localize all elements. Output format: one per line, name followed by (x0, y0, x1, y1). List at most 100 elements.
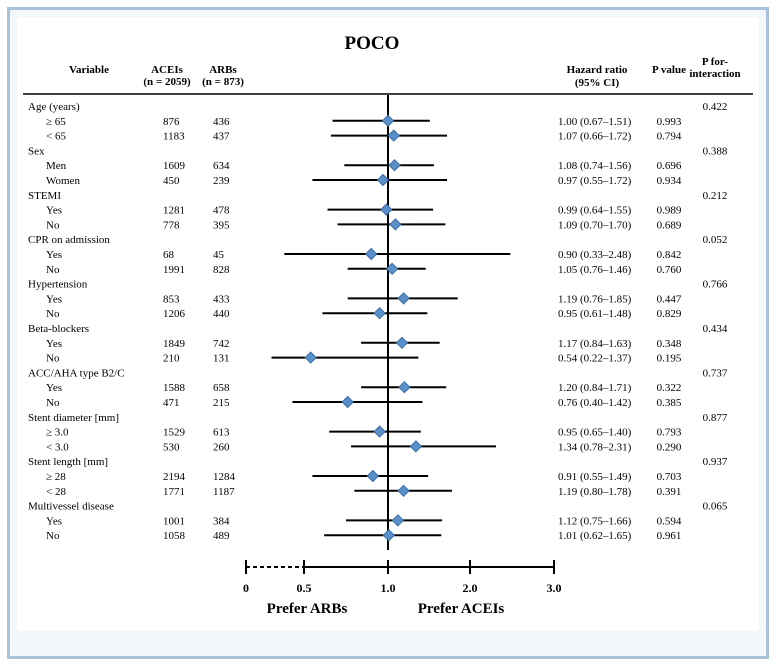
arbs-count: 131 (213, 353, 230, 365)
subgroup-label: < 28 (46, 486, 66, 498)
header-arbs-n: (n = 873) (202, 76, 244, 88)
hazard-ratio-text: 0.54 (0.22–1.37) (558, 353, 632, 365)
arbs-count: 1284 (213, 471, 236, 483)
hazard-ratio-text: 1.20 (0.84–1.71) (558, 382, 632, 394)
p-interaction-value: 0.065 (703, 501, 728, 513)
group-label: STEMI (28, 190, 61, 202)
aceis-count: 1058 (163, 530, 186, 542)
p-interaction-value: 0.052 (703, 234, 728, 246)
arbs-count: 742 (213, 338, 230, 350)
hazard-ratio-marker (373, 425, 386, 438)
arbs-count: 478 (213, 205, 230, 217)
aceis-count: 530 (163, 441, 180, 453)
group-label: Hypertension (28, 279, 88, 291)
hazard-ratio-text: 1.19 (0.76–1.85) (558, 293, 632, 305)
arbs-count: 384 (213, 515, 230, 527)
p-value: 0.447 (657, 293, 682, 305)
hazard-ratio-marker (373, 306, 386, 320)
arbs-count: 45 (213, 249, 225, 261)
hazard-ratio-text: 1.09 (0.70–1.70) (558, 219, 632, 231)
hazard-ratio-text: 1.12 (0.75–1.66) (558, 515, 632, 527)
hazard-ratio-marker (376, 173, 390, 187)
forest-plot-panel: POCO Variable ACEIs (n = 2059) ARBs (n =… (17, 17, 759, 631)
hazard-ratio-text: 1.17 (0.84–1.63) (558, 338, 632, 350)
hazard-ratio-marker (341, 395, 354, 409)
header-p-value: P value (652, 64, 686, 76)
subgroup-label: No (46, 397, 60, 409)
arbs-count: 1187 (213, 486, 235, 498)
p-value: 0.934 (657, 175, 682, 187)
arbs-count: 395 (213, 219, 230, 231)
hazard-ratio-marker (389, 218, 402, 231)
p-value: 0.842 (657, 249, 682, 261)
arbs-count: 239 (213, 175, 230, 187)
hazard-ratio-marker (304, 351, 317, 364)
hazard-ratio-marker (381, 114, 395, 128)
aceis-count: 1771 (163, 486, 185, 498)
hazard-ratio-marker (388, 158, 401, 172)
aceis-count: 2194 (163, 471, 186, 483)
subgroup-label: ≥ 65 (46, 116, 66, 128)
hazard-ratio-text: 0.76 (0.40–1.42) (558, 397, 632, 409)
subgroup-label: No (46, 219, 60, 231)
header-variable: Variable (69, 64, 109, 76)
aceis-count: 1609 (163, 160, 186, 172)
arbs-count: 828 (213, 264, 230, 276)
header-aceis: ACEIs (151, 64, 184, 76)
hazard-ratio-marker (366, 469, 380, 483)
hazard-ratio-text: 1.08 (0.74–1.56) (558, 160, 632, 172)
header-p-interaction: P for- (702, 56, 728, 68)
subgroup-label: No (46, 530, 60, 542)
hazard-ratio-text: 1.07 (0.66–1.72) (558, 131, 632, 143)
p-interaction-value: 0.422 (703, 101, 728, 113)
hazard-ratio-text: 0.90 (0.33–2.48) (558, 249, 632, 261)
p-value: 0.195 (657, 353, 682, 365)
p-interaction-value: 0.737 (703, 367, 728, 379)
p-value: 0.703 (657, 471, 682, 483)
hazard-ratio-text: 0.91 (0.55–1.49) (558, 471, 632, 483)
aceis-count: 1529 (163, 427, 186, 439)
p-value: 0.290 (657, 441, 682, 453)
group-label: Age (years) (28, 101, 80, 113)
axis-tick-label: 0.5 (297, 581, 312, 595)
hazard-ratio-marker (364, 247, 378, 261)
subgroup-label: No (46, 264, 60, 276)
aceis-count: 1281 (163, 205, 185, 217)
header-hr: Hazard ratio (567, 64, 628, 76)
arbs-count: 215 (213, 397, 230, 409)
p-interaction-value: 0.937 (703, 456, 728, 468)
p-value: 0.760 (657, 264, 682, 276)
axis-tick-label: 0 (243, 581, 249, 595)
p-value: 0.594 (657, 515, 682, 527)
p-value: 0.348 (657, 338, 682, 350)
aceis-count: 1001 (163, 515, 185, 527)
hazard-ratio-marker (409, 440, 423, 453)
subgroup-label: Men (46, 160, 67, 172)
arbs-count: 260 (213, 441, 230, 453)
group-label: ACC/AHA type B2/C (28, 367, 125, 379)
hazard-ratio-marker (395, 336, 409, 350)
arbs-count: 436 (213, 116, 230, 128)
prefer-aceis-label: Prefer ACEIs (418, 601, 505, 617)
hazard-ratio-marker (391, 514, 405, 527)
arbs-count: 634 (213, 160, 230, 172)
subgroup-label: Yes (46, 249, 62, 261)
subgroup-label: < 65 (46, 131, 66, 143)
p-interaction-value: 0.212 (703, 190, 728, 202)
hazard-ratio-text: 0.99 (0.64–1.55) (558, 205, 632, 217)
p-value: 0.989 (657, 205, 682, 217)
aceis-count: 1588 (163, 382, 186, 394)
hazard-ratio-text: 1.34 (0.78–2.31) (558, 441, 632, 453)
aceis-count: 68 (163, 249, 175, 261)
p-value: 0.993 (657, 116, 682, 128)
subgroup-label: Yes (46, 205, 62, 217)
forest-rows: Age (years) 0.422 ≥ 65 876 436 1.00 (0.67–1.5… (28, 95, 728, 550)
chart-title: POCO (345, 33, 400, 54)
group-label: Multivessel disease (28, 501, 114, 513)
p-value: 0.793 (657, 427, 682, 439)
hazard-ratio-marker (398, 380, 411, 394)
group-label: Stent diameter [mm] (28, 412, 119, 424)
group-label: Beta-blockers (28, 323, 89, 335)
aceis-count: 876 (163, 116, 180, 128)
p-value: 0.391 (657, 486, 682, 498)
